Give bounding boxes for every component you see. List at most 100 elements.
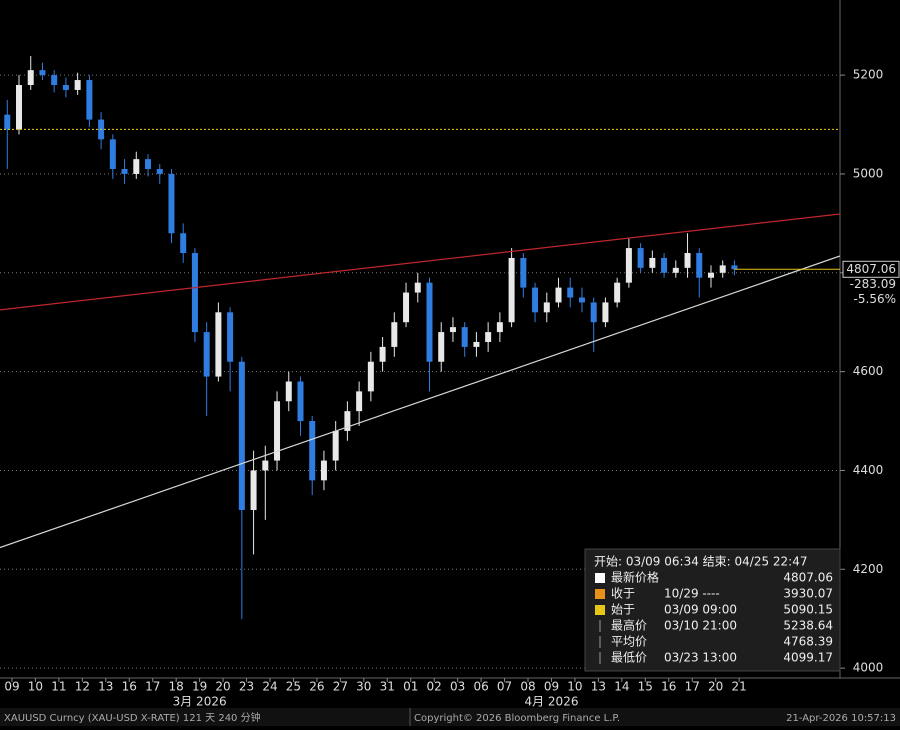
candle-body [180,233,187,254]
x-tick-label: 06 [473,680,488,694]
x-tick-label: 27 [333,680,348,694]
legend-date: 03/23 13:00 [664,651,737,665]
trend-line [0,213,840,311]
candle-body [74,80,81,90]
y-tick-label: 4600 [853,364,884,378]
candle-body [532,287,539,313]
candle-body [16,84,23,130]
x-tick-label: 14 [614,680,629,694]
candle-body [555,287,562,303]
candle-body [672,267,679,273]
legend-label: 最低价 [611,651,647,665]
x-tick-label: 25 [286,680,301,694]
x-tick-label: 31 [380,680,395,694]
candle-body [707,272,714,278]
candle-body [438,332,445,362]
x-tick-label: 30 [356,680,371,694]
candle-body [320,460,327,481]
legend-label: 收于 [611,587,635,601]
x-tick-label: 11 [51,680,66,694]
candle-body [426,282,433,362]
y-tick-label: 4400 [853,463,884,477]
x-tick-label: 19 [192,680,207,694]
candle-body [191,253,198,333]
candle-body [309,421,316,481]
x-group-label: 4月 2026 [524,695,578,709]
legend-value: 4099.17 [783,651,833,665]
x-tick-label: 24 [262,680,277,694]
footer-copyright: Copyright© 2026 Bloomberg Finance L.P. [414,713,620,724]
candle-body [543,302,550,313]
legend-value: 3930.07 [783,587,833,601]
candle-body [27,70,34,85]
candle-body [637,248,644,268]
x-tick-label: 20 [215,680,230,694]
candle-body [168,173,175,234]
candle-body [649,257,656,268]
candle-body [391,322,398,347]
candle-body [215,312,222,377]
last-label: 4807.06 [846,262,896,276]
x-tick-label: 20 [708,680,723,694]
x-tick-label: 21 [731,680,746,694]
legend-label: 最新价格 [611,570,659,585]
y-tick-label: 4000 [853,661,884,675]
legend-date: 10/29 ---- [664,587,720,601]
candle-body [367,361,374,392]
candle-body [4,114,11,130]
legend-value: 5238.64 [783,619,833,633]
last-box [842,260,900,278]
candle-body [145,159,152,170]
legend-date: 03/10 21:00 [664,619,737,633]
candle-body [344,411,351,431]
candle-body [332,430,339,461]
change-pct-label: -5.56% [854,292,896,306]
x-tick-label: 09 [4,680,19,694]
x-tick-label: 16 [661,680,676,694]
legend-header: 开始: 03/09 06:34 结束: 04/25 22:47 [594,555,808,569]
x-tick-label: 01 [403,680,418,694]
candle-body [473,341,480,347]
plot [0,56,840,669]
x-tick-label: 08 [520,680,535,694]
y-tick-label: 5000 [853,166,884,180]
change-label: -283.09 [850,277,896,291]
candle-body [262,460,269,471]
x-tick-label: 10 [28,680,43,694]
x-tick-label: 12 [75,680,90,694]
candle-body [508,257,515,323]
x-tick-label: 18 [169,680,184,694]
candle-body [227,312,234,362]
candle-body [203,332,210,377]
candle-body [403,292,410,323]
candle-body [496,322,503,333]
x-tick-label: 26 [309,680,324,694]
candle-body [414,282,421,293]
candle-body [602,302,609,323]
candle-body [449,327,456,333]
candle-body [485,332,492,342]
legend-label: 始于 [611,603,635,617]
candle-body [250,470,257,510]
candle-body [696,253,703,278]
legend-label: 最高价 [611,618,647,633]
candle-body [567,287,574,298]
candle-body [62,84,69,90]
candle-body [719,265,726,273]
legend-swatch [595,605,605,615]
candle-body [86,80,93,120]
footer-timestamp: 21-Apr-2026 10:57:13 [786,713,896,724]
legend-value: 4807.06 [783,571,833,585]
x-tick-label: 16 [122,680,137,694]
legend-label: 平均价 [611,635,647,649]
x-tick-label: 02 [427,680,442,694]
candle-body [297,381,304,422]
candle-body [614,282,621,303]
candle-body [285,381,292,402]
legend-swatch [595,573,605,583]
candle-body [133,159,140,174]
x-group-label: 3月 2026 [173,695,227,709]
x-tick-label: 15 [638,680,653,694]
candle-body [461,327,468,347]
